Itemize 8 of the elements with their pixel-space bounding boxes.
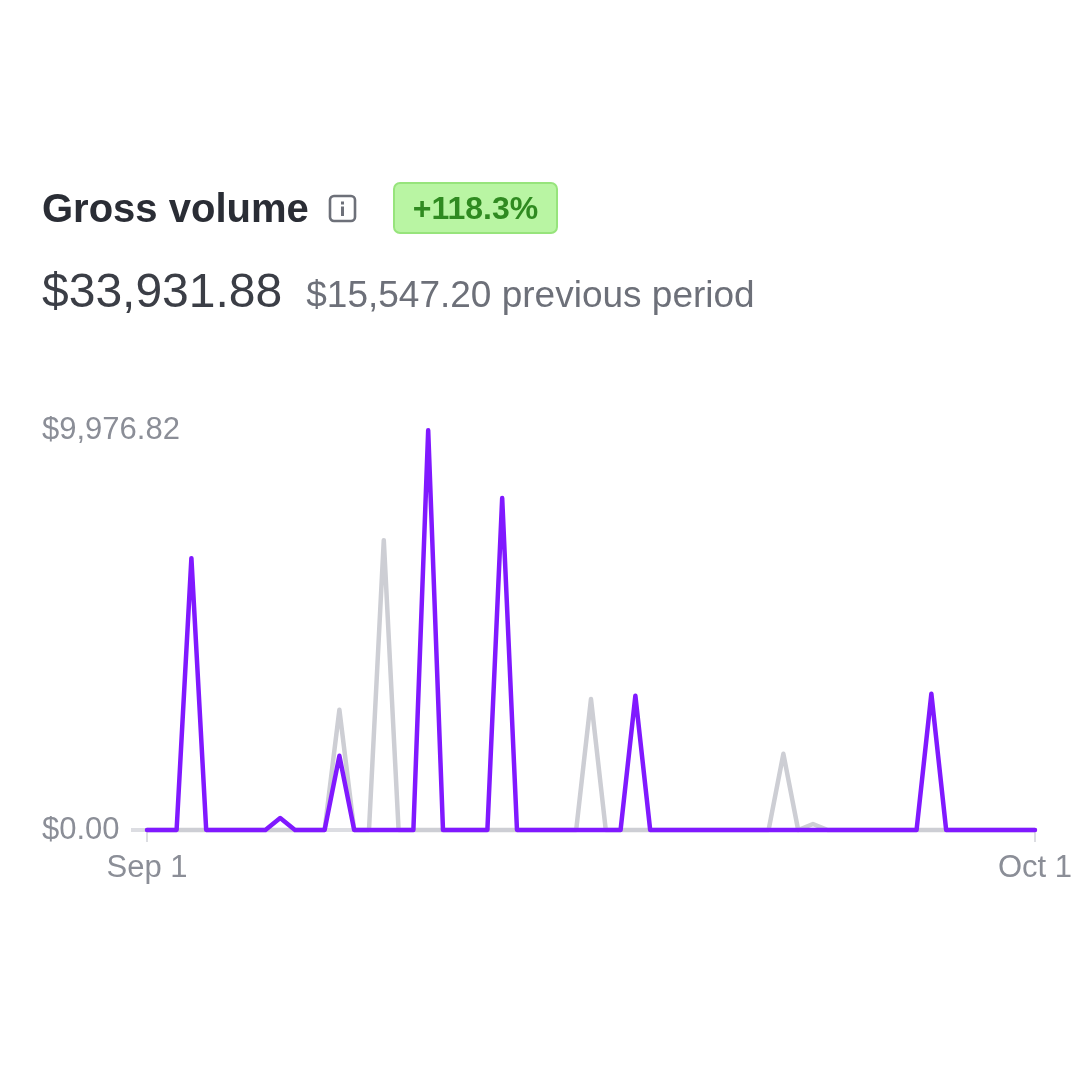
y-tick-label: $9,976.82: [42, 410, 180, 446]
x-tick-label: Oct 1: [997, 849, 1073, 885]
text: +118.3%: [392, 182, 559, 234]
chart-title: Gross volume: [42, 185, 309, 231]
text: $15,547.20 previous period: [306, 274, 755, 316]
x-tick-label: Sep 1: [106, 849, 188, 885]
chart-subtitle: $33,931.88: [42, 263, 283, 318]
y-tick-label: $0.00: [42, 810, 120, 846]
